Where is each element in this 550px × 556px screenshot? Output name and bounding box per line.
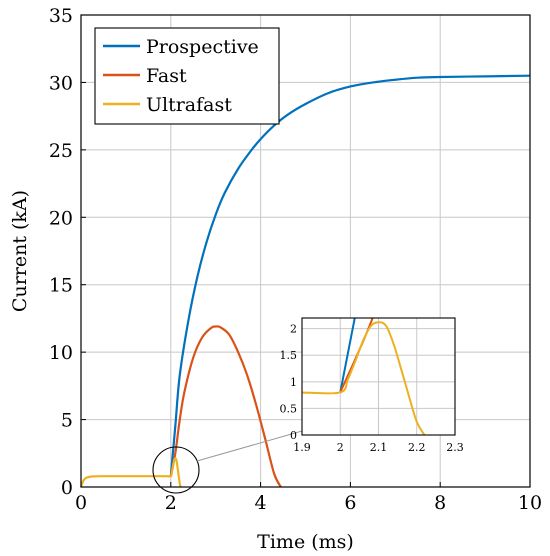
main-y-tick-labels: 0 5 10 15 20 25 30 35 (49, 5, 73, 499)
y-tick-label: 5 (61, 410, 73, 432)
legend-label-fast: Fast (146, 65, 187, 87)
inset-y-tick-label: 1.5 (280, 349, 298, 362)
x-tick-label: 2 (165, 492, 177, 514)
inset-series-lines (302, 318, 426, 435)
y-tick-label: 0 (61, 477, 73, 499)
series-line-prospective (169, 74, 531, 477)
x-tick-label: 0 (75, 492, 87, 514)
inset-x-tick-label: 2 (337, 441, 344, 454)
inset-y-tick-label: 0.5 (280, 402, 298, 415)
x-tick-label: 8 (434, 492, 446, 514)
x-tick-label: 4 (255, 492, 267, 514)
legend-label-ultrafast: Ultrafast (146, 94, 232, 116)
x-tick-label: 6 (344, 492, 356, 514)
inset-y-tick-labels: 0 0.5 1 1.5 2 (280, 323, 298, 442)
series-line-fast (169, 325, 282, 488)
y-tick-label: 20 (49, 207, 73, 229)
inset-y-tick-label: 0 (290, 429, 297, 442)
inset-x-tick-label: 1.9 (293, 441, 311, 454)
legend: Prospective Fast Ultrafast (94, 27, 280, 125)
zoom-callout (152, 430, 303, 494)
y-axis-label: Current (kA) (9, 190, 31, 312)
y-tick-label: 30 (49, 72, 73, 94)
legend-items: Prospective Fast Ultrafast (103, 36, 259, 116)
zoom-connector-line (196, 430, 303, 462)
y-tick-label: 15 (49, 275, 73, 297)
inset-x-tick-label: 2.3 (446, 441, 464, 454)
y-tick-label: 10 (49, 342, 73, 364)
zoom-circle (152, 446, 200, 494)
y-tick-label: 35 (49, 5, 73, 27)
main-series-lines (79, 74, 531, 488)
main-plot-frame (80, 14, 531, 488)
x-axis-label: Time (ms) (257, 531, 354, 553)
legend-label-prospective: Prospective (146, 36, 259, 58)
inset-y-tick-label: 1 (290, 376, 297, 389)
main-x-tick-labels: 0 2 4 6 8 10 (75, 492, 542, 514)
inset-x-tick-label: 2.2 (408, 441, 426, 454)
x-tick-label: 10 (518, 492, 542, 514)
inset-x-tick-label: 2.1 (370, 441, 388, 454)
series-line-ultrafast (79, 457, 182, 488)
inset-x-tick-labels: 1.9 2 2.1 2.2 2.3 (293, 441, 464, 454)
inset-series-line-ultrafast (302, 321, 426, 435)
inset-y-tick-label: 2 (290, 323, 297, 336)
y-tick-label: 25 (49, 140, 73, 162)
inset-frame (301, 317, 456, 436)
